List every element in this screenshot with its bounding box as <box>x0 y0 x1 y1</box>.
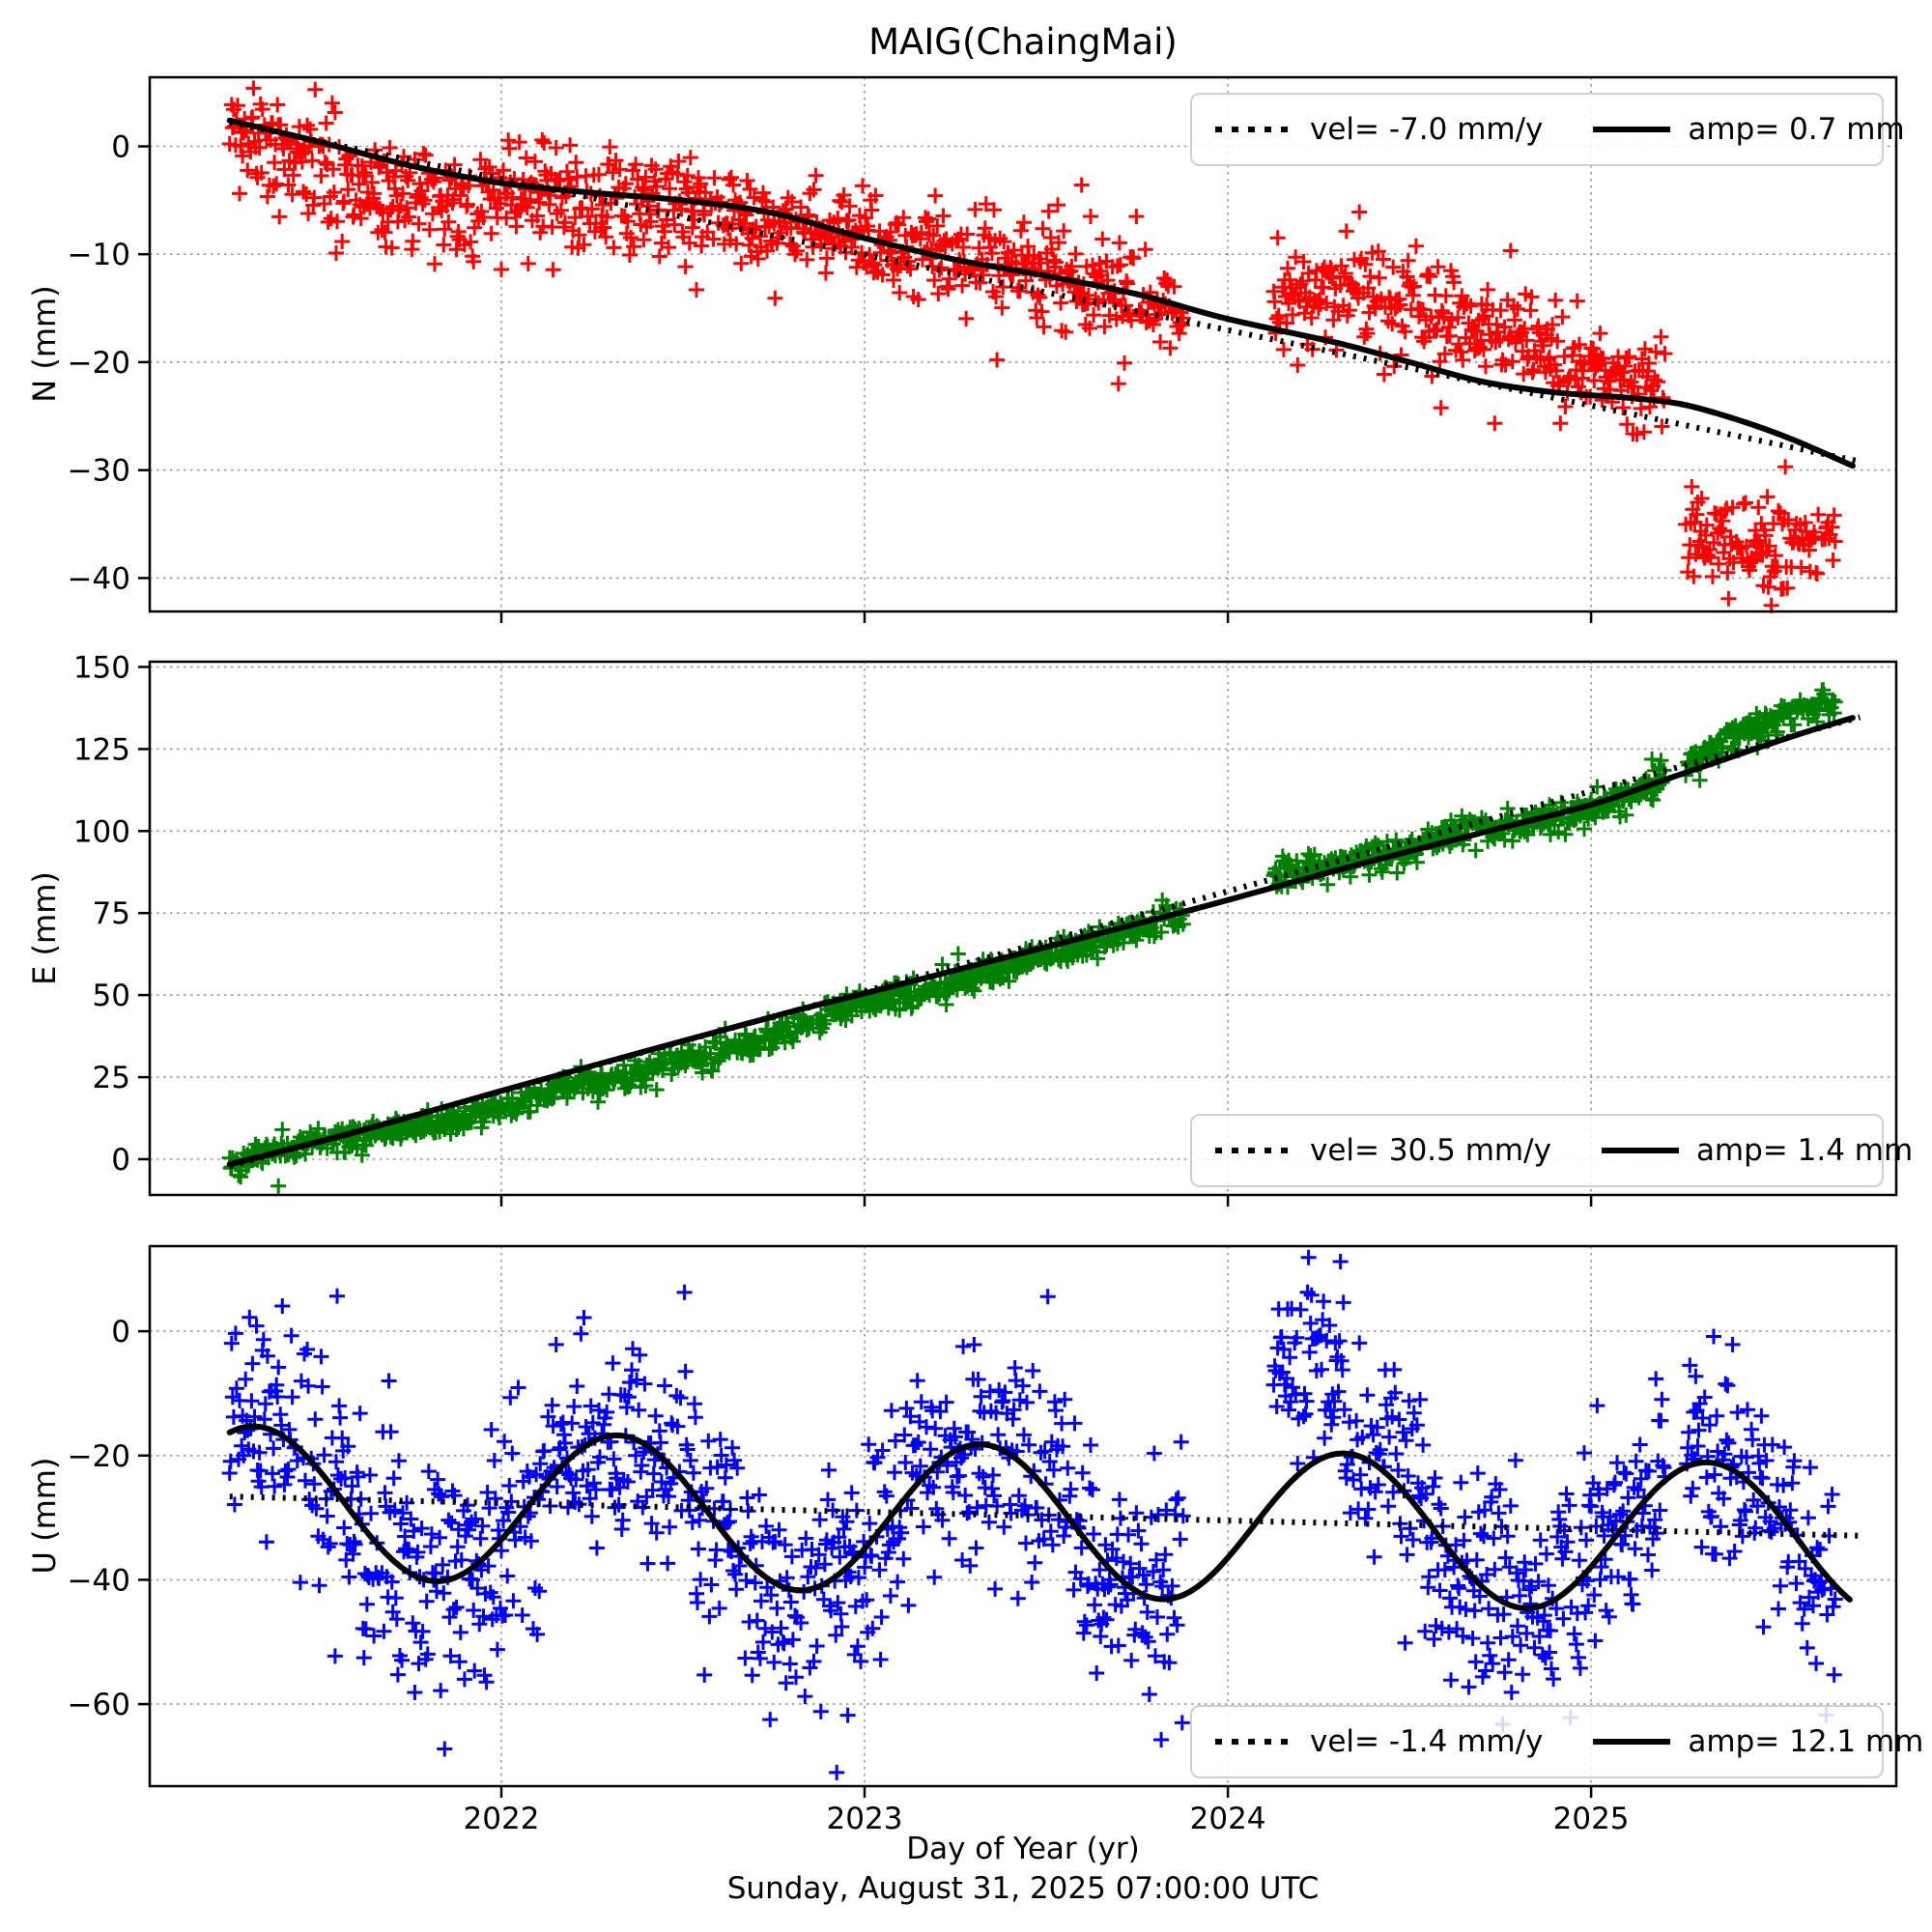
dotted-line-sample <box>1215 127 1293 132</box>
y-tick-label: 25 <box>93 1061 130 1095</box>
x-axis-label: Day of Year (yr) <box>906 1832 1140 1866</box>
y-tick-label: 150 <box>73 650 130 685</box>
legend-n: vel= -7.0 mm/y amp= 0.7 mm <box>1190 93 1905 166</box>
y-tick-label: 0 <box>111 130 130 165</box>
y-tick-label: 0 <box>111 1143 130 1178</box>
e-fit-line <box>226 715 1856 1168</box>
solid-line-sample <box>1593 127 1671 132</box>
panel-u: 0 −20 −40 −60 2022 2023 2024 2025 <box>68 1244 1898 1836</box>
y-tick-label: 125 <box>73 732 130 767</box>
y-tick-label: −20 <box>68 1439 130 1474</box>
x-tick-label: 2022 <box>464 1802 540 1836</box>
legend-e: vel= 30.5 mm/y amp= 1.4 mm <box>1190 1114 1913 1187</box>
panel-n: 0 −10 −20 −30 −40 <box>68 75 1898 623</box>
timestamp-caption: Sunday, August 31, 2025 07:00:00 UTC <box>726 1871 1320 1906</box>
y-tick-label: −40 <box>68 561 130 596</box>
legend-amp-label: amp= 0.7 mm <box>1688 112 1905 147</box>
x-tick-label: 2025 <box>1553 1802 1630 1836</box>
y-axis-label-n: N (mm) <box>26 285 63 403</box>
legend-amp-label: amp= 12.1 mm <box>1688 1724 1924 1759</box>
y-tick-label: −10 <box>68 238 130 272</box>
y-tick-label: −20 <box>68 346 130 381</box>
y-tick-label: −40 <box>68 1563 130 1598</box>
legend-vel-label: vel= 30.5 mm/y <box>1310 1133 1551 1168</box>
n-fit-line <box>226 117 1856 469</box>
y-tick-label: −60 <box>68 1688 130 1722</box>
y-tick-label: 100 <box>73 814 130 849</box>
y-tick-label: 50 <box>93 979 130 1013</box>
u-fit-line <box>226 1423 1853 1611</box>
y-tick-label: 75 <box>93 896 130 931</box>
panel-e: 150 125 100 75 50 25 0 <box>73 650 1898 1207</box>
n-velocity-line <box>229 119 1861 465</box>
panel-border <box>148 1244 1898 1788</box>
tick-marks <box>138 1329 1593 1798</box>
legend-u: vel= -1.4 mm/y amp= 12.1 mm <box>1190 1705 1923 1778</box>
u-scatter-points <box>221 1249 1843 1780</box>
solid-line-sample <box>1593 1739 1671 1745</box>
panel-border <box>148 660 1898 1197</box>
chart-title: MAIG(ChaingMai) <box>868 21 1178 63</box>
x-tick-label: 2024 <box>1190 1802 1266 1836</box>
solid-line-sample <box>1601 1148 1679 1153</box>
legend-vel-label: vel= -7.0 mm/y <box>1310 112 1544 147</box>
y-tick-label: 0 <box>111 1315 130 1350</box>
legend-vel-label: vel= -1.4 mm/y <box>1310 1724 1544 1759</box>
panel-border <box>148 75 1898 613</box>
dotted-line-sample <box>1215 1739 1293 1745</box>
y-axis-label-u: U (mm) <box>26 1457 63 1575</box>
x-tick-label: 2023 <box>827 1802 903 1836</box>
dotted-line-sample <box>1215 1148 1293 1153</box>
grid-lines <box>150 662 1896 1195</box>
y-axis-label-e: E (mm) <box>26 871 63 985</box>
tick-marks <box>138 145 1593 623</box>
y-tick-label: −30 <box>68 454 130 489</box>
legend-amp-label: amp= 1.4 mm <box>1695 1133 1914 1168</box>
tick-marks <box>138 666 1593 1207</box>
